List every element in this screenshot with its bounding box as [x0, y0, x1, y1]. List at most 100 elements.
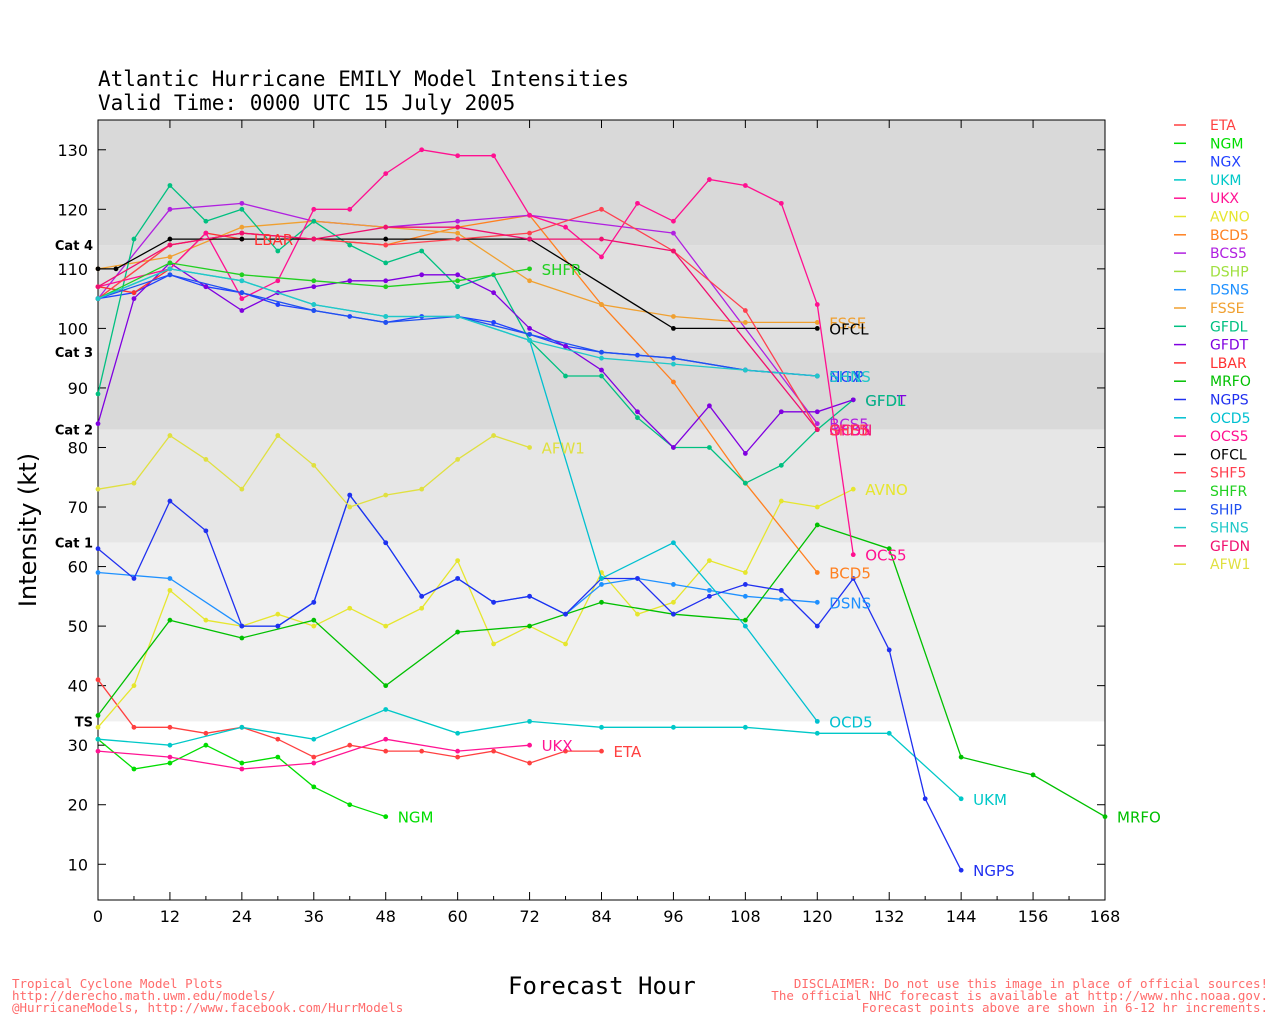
point-ocs5: [275, 278, 281, 284]
point-ngps: [814, 623, 820, 629]
y-tick-label: 30: [68, 736, 88, 755]
x-tick-label: 12: [160, 907, 180, 926]
end-label-shf5: SHF5: [829, 422, 868, 440]
point-gfdt: [419, 272, 425, 278]
point-ngps: [778, 587, 784, 593]
point-ocs5: [778, 200, 784, 206]
point-ocs5: [850, 552, 856, 558]
band-label: TS: [75, 715, 93, 730]
point-bcs5: [167, 206, 173, 212]
x-tick-label: 72: [519, 907, 539, 926]
series-line-gfdn: [97, 226, 818, 431]
point-ngps: [886, 647, 892, 653]
point-gfdl: [563, 373, 568, 379]
point-eta: [599, 748, 604, 754]
series-line-gfdt: [97, 262, 854, 455]
point-mrfo: [1030, 772, 1036, 778]
point-ocd5: [814, 718, 820, 724]
legend-entry-dsns: DSNS: [1210, 283, 1249, 299]
point-fsse: [167, 254, 173, 260]
legend-entry-mrfo: MRFO: [1210, 374, 1251, 390]
point-mrfo: [958, 754, 964, 760]
legend-entry-ukm: UKM: [1210, 173, 1242, 189]
point-afw1: [275, 433, 281, 438]
legend-entry-bcs5: BCS5: [1210, 246, 1247, 262]
series-line-ofcl: [98, 238, 818, 330]
point-ship: [671, 355, 676, 361]
legend-entry-lbar: LBAR: [1210, 356, 1247, 372]
end-label-fsse: FSSE: [829, 314, 866, 332]
point-afw1: [203, 456, 209, 462]
point-shns: [742, 367, 748, 373]
end-label-ofcl: OFCL: [829, 320, 869, 338]
point-gfdl: [275, 248, 281, 254]
point-ofcl: [167, 236, 173, 242]
point-gfdl: [95, 391, 101, 397]
end-labels: ETA NGM NGX UKM UKX AVNO BCD5 BCS5 DSNS FSSE GFDT L…: [254, 231, 1161, 880]
point-ngps: [527, 593, 532, 599]
x-tick-label: 0: [93, 907, 103, 926]
point-ship: [311, 308, 317, 313]
point-ofcl: [239, 236, 245, 242]
legend-entry-afw1: AFW1: [1210, 557, 1250, 573]
point-shfr: [383, 284, 389, 290]
point-gfdl: [203, 218, 209, 224]
point-ocs5: [347, 206, 353, 212]
point-gfdl: [347, 242, 353, 248]
point-ngm: [203, 742, 209, 748]
point-shns: [527, 337, 532, 343]
point-mrfo: [167, 617, 173, 623]
point-ship: [239, 290, 245, 296]
point-ocs5: [563, 224, 568, 230]
legend-entry-ship: SHIP: [1210, 502, 1242, 518]
point-avno: [635, 611, 640, 617]
point-mrfo: [95, 713, 101, 718]
point-gfdl: [742, 480, 748, 486]
point-dsns: [599, 582, 604, 587]
band-cat-2: [98, 352, 1105, 430]
point-gfdt: [814, 409, 820, 415]
point-shns: [311, 302, 317, 307]
end-label-ngx: NGX: [829, 368, 862, 386]
band-cat-1: [98, 429, 1105, 543]
point-gfdn: [383, 224, 389, 230]
end-label-avno: AVNO: [865, 481, 908, 499]
point-gfdn: [814, 427, 820, 433]
legend-entry-gfdn: GFDN: [1210, 539, 1250, 555]
y-tick-label: 40: [68, 677, 88, 696]
end-label-shfr: SHFR: [542, 261, 582, 279]
point-ship: [167, 272, 173, 278]
point-afw1: [419, 486, 425, 492]
point-ngm: [311, 784, 317, 790]
x-tick-label: 168: [1090, 907, 1121, 926]
point-mrfo: [383, 683, 389, 689]
end-label-ship: SHIP: [829, 368, 863, 386]
point-afw1: [527, 445, 532, 450]
point-avno: [347, 605, 353, 611]
point-gfdl: [455, 284, 461, 290]
point-ngps: [311, 599, 317, 605]
band-label: Cat 4: [55, 239, 93, 254]
point-ngps: [850, 576, 856, 581]
y-tick-label: 50: [68, 617, 88, 636]
point-ocs5: [455, 153, 461, 159]
x-tick-label: 60: [447, 907, 467, 926]
point-ukm: [958, 796, 964, 802]
point-shns: [383, 314, 389, 319]
point-ukm: [599, 724, 604, 730]
point-ocs5: [635, 200, 640, 206]
end-label-ngps: NGPS: [973, 862, 1014, 880]
point-ngps: [275, 623, 281, 629]
point-shfr: [239, 272, 245, 278]
band-label: Cat 3: [55, 346, 93, 361]
point-avno: [311, 623, 317, 629]
legend-entry-ocd5: OCD5: [1210, 411, 1250, 427]
point-dsns: [167, 576, 173, 581]
point-ngx: [275, 302, 281, 307]
band-cat-3: [98, 245, 1105, 353]
y-tick-label: 10: [68, 855, 88, 874]
x-tick-label: 156: [1018, 907, 1049, 926]
point-gfdn: [527, 236, 532, 242]
point-mrfo: [455, 629, 461, 635]
legend-entry-shns: SHNS: [1210, 521, 1249, 537]
